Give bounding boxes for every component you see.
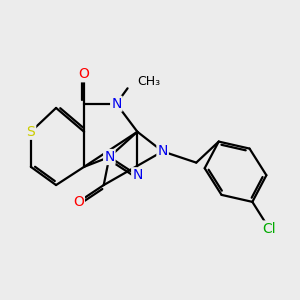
Text: S: S [26,125,35,139]
Text: O: O [73,195,84,209]
Text: N: N [132,168,142,182]
Text: Cl: Cl [262,221,276,236]
Text: O: O [79,67,89,81]
Text: CH₃: CH₃ [137,75,160,88]
Text: N: N [104,150,115,164]
Text: N: N [158,144,168,158]
Text: N: N [111,97,122,111]
